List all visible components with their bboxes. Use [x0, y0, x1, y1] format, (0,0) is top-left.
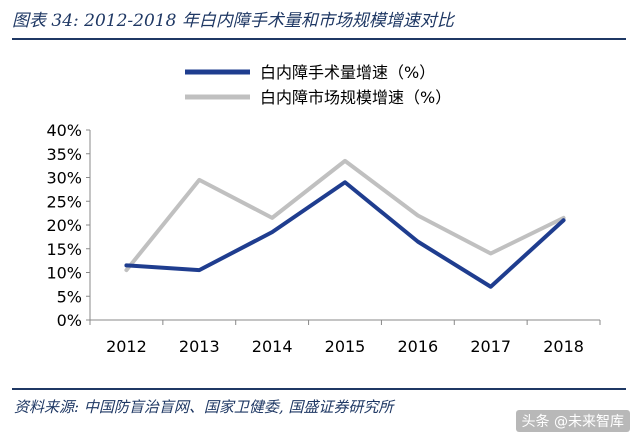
- data-point: [490, 286, 492, 288]
- data-point: [271, 217, 273, 219]
- legend-label: 白内障市场规模增速（%）: [260, 88, 451, 107]
- series-line-market-size-growth: [124, 158, 566, 273]
- y-tick-label: 30%: [46, 169, 82, 188]
- x-tick-label: 2017: [470, 337, 511, 356]
- x-tick-label: 2014: [252, 337, 293, 356]
- x-tick-label: 2012: [106, 337, 147, 356]
- data-point: [125, 264, 127, 266]
- data-point: [125, 269, 127, 271]
- data-point: [490, 253, 492, 254]
- data-point: [344, 181, 346, 183]
- source-rule: [12, 388, 626, 390]
- x-tick-label: 2015: [325, 337, 366, 356]
- data-point: [198, 269, 200, 271]
- y-tick-label: 20%: [46, 216, 82, 235]
- series-line-surgery-volume-growth: [124, 180, 566, 289]
- data-point: [563, 219, 565, 221]
- y-tick-label: 40%: [46, 121, 82, 140]
- data-point: [417, 215, 419, 216]
- data-point: [563, 217, 565, 219]
- data-point: [271, 231, 273, 233]
- x-tick-label: 2018: [543, 337, 584, 356]
- legend-label: 白内障手术量增速（%）: [260, 63, 435, 82]
- y-tick-label: 10%: [46, 264, 82, 283]
- y-tick-label: 0%: [57, 311, 82, 330]
- y-tick-label: 25%: [46, 192, 82, 211]
- figure-title: 图表 34: 2012-2018 年白内障手术量和市场规模增速对比: [12, 11, 454, 31]
- x-tick-label: 2013: [179, 337, 220, 356]
- y-tick-label: 5%: [57, 287, 82, 306]
- y-tick-label: 15%: [46, 240, 82, 259]
- title-rule: [12, 38, 626, 40]
- x-tick-label: 2016: [397, 337, 438, 356]
- data-point: [417, 241, 419, 243]
- y-tick-label: 35%: [46, 145, 82, 164]
- watermark: 头条 @未来智库: [515, 410, 630, 432]
- data-point: [344, 160, 346, 162]
- source-note: 资料来源: 中国防盲治盲网、国家卫健委, 国盛证券研究所: [14, 398, 394, 416]
- data-point: [198, 179, 200, 181]
